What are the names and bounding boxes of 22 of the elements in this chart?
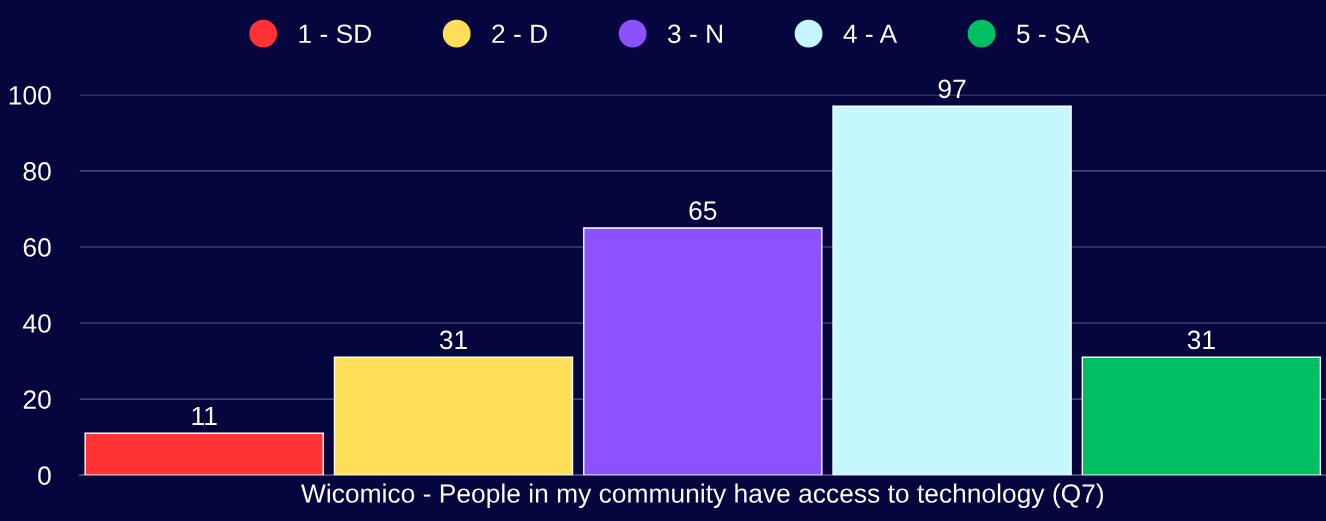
legend-label: 1 - SD (299, 24, 371, 44)
legend-label: 2 - D (492, 24, 547, 43)
legend-label: 4 - A (843, 24, 898, 43)
y-tick-label: 60 (23, 238, 51, 257)
y-tick-label: 20 (23, 390, 51, 409)
legend-label: 5 - SA (1016, 24, 1090, 44)
y-tick-label: 100 (9, 85, 51, 105)
legend-label: 3 - N (667, 24, 722, 44)
bar (84, 432, 324, 476)
y-tick-label: 80 (23, 162, 51, 181)
bar (333, 356, 574, 476)
x-axis-title: Wicomico - People in my community have access to technology (Q7) (301, 483, 1104, 509)
data-label: 31 (439, 330, 467, 350)
data-label: 65 (689, 201, 717, 220)
bar (583, 227, 823, 476)
y-tick-label: 0 (38, 466, 51, 485)
bar (1081, 356, 1322, 476)
bar (832, 105, 1072, 476)
data-label: 31 (1187, 330, 1215, 350)
data-label: 97 (938, 79, 966, 99)
data-label: 11 (192, 406, 217, 426)
y-tick-label: 40 (23, 314, 51, 333)
